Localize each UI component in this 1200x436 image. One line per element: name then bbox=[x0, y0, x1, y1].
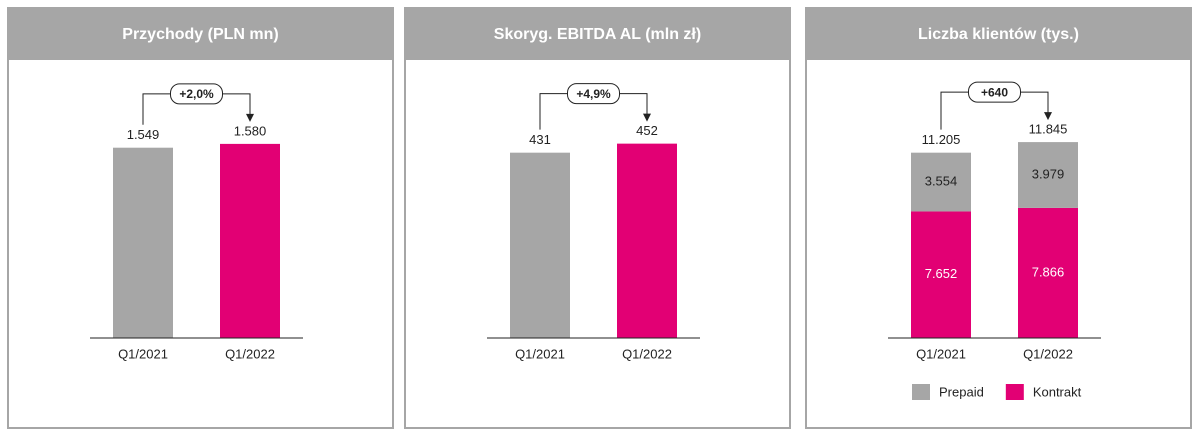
x-tick-label: Q1/2022 bbox=[622, 346, 672, 361]
panel-frame bbox=[7, 7, 394, 429]
change-label: +4,9% bbox=[576, 87, 611, 101]
segment-label: 7.652 bbox=[925, 266, 958, 281]
panel-frame bbox=[805, 7, 1192, 429]
value-label: 1.580 bbox=[234, 123, 267, 138]
legend-swatch bbox=[912, 384, 930, 400]
bar bbox=[510, 152, 570, 338]
panel-title: Liczba klientów (tys.) bbox=[918, 26, 1079, 43]
bar-segment bbox=[911, 152, 971, 212]
arrow-head bbox=[1044, 112, 1052, 121]
total-label: 11.205 bbox=[922, 132, 961, 147]
panel-header bbox=[405, 8, 790, 60]
x-tick-label: Q1/2021 bbox=[118, 346, 168, 361]
arrow-head bbox=[643, 113, 651, 122]
bar-segment bbox=[911, 211, 971, 338]
value-label: 1.549 bbox=[127, 127, 160, 142]
bar-segment bbox=[1018, 207, 1078, 338]
value-label: 452 bbox=[636, 123, 658, 138]
change-box bbox=[170, 83, 223, 105]
arrow-head bbox=[246, 113, 254, 122]
x-tick-label: Q1/2022 bbox=[225, 346, 275, 361]
legend-swatch bbox=[1005, 384, 1024, 400]
x-tick-label: Q1/2022 bbox=[1023, 346, 1073, 361]
change-label: +2,0% bbox=[179, 87, 214, 101]
bar bbox=[113, 147, 173, 338]
total-label: 11.845 bbox=[1029, 122, 1068, 137]
change-box bbox=[567, 83, 620, 105]
panel-frame bbox=[404, 7, 791, 429]
panel-title: Skoryg. EBITDA AL (mln zł) bbox=[494, 26, 701, 43]
legend-label: Prepaid bbox=[939, 384, 984, 399]
x-tick-label: Q1/2021 bbox=[515, 346, 565, 361]
segment-label: 7.866 bbox=[1032, 264, 1065, 279]
change-label: +640 bbox=[981, 85, 1008, 99]
bar-segment bbox=[1018, 142, 1078, 208]
bar bbox=[220, 143, 280, 338]
panel-title: Przychody (PLN mn) bbox=[122, 26, 278, 43]
x-tick-label: Q1/2021 bbox=[916, 346, 966, 361]
segment-label: 3.979 bbox=[1032, 166, 1065, 181]
legend-label: Kontrakt bbox=[1033, 384, 1082, 399]
panel-header bbox=[8, 8, 393, 60]
change-box bbox=[968, 81, 1021, 103]
value-label: 431 bbox=[529, 132, 551, 147]
panel-header bbox=[806, 8, 1191, 60]
segment-label: 3.554 bbox=[925, 173, 958, 188]
bar bbox=[617, 143, 677, 338]
